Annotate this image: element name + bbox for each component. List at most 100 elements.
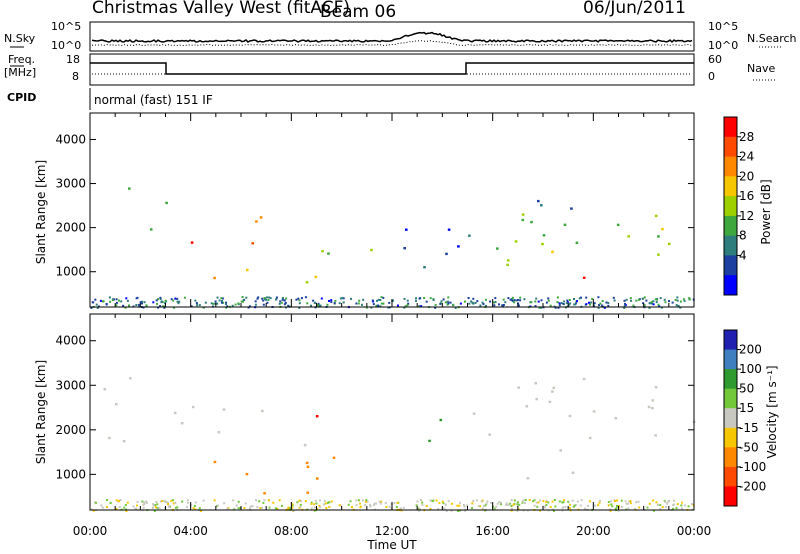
heatmap-cell (316, 304, 319, 306)
heatmap-cell (357, 302, 360, 305)
heatmap-cell (272, 501, 275, 504)
heatmap-cell (92, 509, 95, 512)
heatmap-cell (156, 507, 159, 509)
heatmap-cell (607, 501, 610, 503)
heatmap-cell (568, 303, 571, 306)
heatmap-cell (119, 499, 122, 501)
heatmap-cell (118, 500, 120, 502)
heatmap-cell (141, 500, 144, 503)
heatmap-cell (366, 500, 369, 503)
heatmap-cell (517, 386, 520, 389)
heatmap-cell (435, 499, 438, 502)
heatmap-cell (590, 301, 593, 304)
heatmap-cell (646, 506, 649, 509)
heatmap-cell (166, 501, 169, 504)
heatmap-cell (190, 241, 194, 244)
heatmap-cell (395, 505, 398, 508)
heatmap-cell (370, 248, 373, 252)
heatmap-cell (194, 508, 197, 511)
heatmap-cell (191, 405, 195, 409)
heatmap-cell (537, 300, 540, 303)
heatmap-cell (521, 501, 524, 504)
heatmap-cell (296, 501, 299, 504)
heatmap-cell (589, 303, 592, 306)
heatmap-cell (94, 298, 97, 301)
heatmap-cell (115, 304, 118, 307)
heatmap-cell (106, 499, 108, 502)
heatmap-cell (99, 299, 102, 302)
heatmap-cell (100, 504, 103, 507)
heatmap-cell (298, 506, 301, 509)
heatmap-cell (463, 505, 466, 508)
heatmap-cell (315, 502, 318, 505)
heatmap-cell (628, 500, 631, 503)
heatmap-cell (375, 304, 378, 307)
heatmap-cell (588, 436, 592, 440)
heatmap-cell (524, 499, 527, 502)
colorbar-swatch (724, 215, 737, 237)
heatmap-cell (194, 299, 197, 302)
heatmap-cell (585, 296, 588, 299)
heatmap-cell (327, 252, 330, 255)
heatmap-cell (310, 501, 313, 504)
heatmap-cell (159, 500, 162, 503)
heatmap-cell (364, 500, 367, 503)
heatmap-cell (658, 305, 661, 308)
heatmap-cell (440, 300, 443, 303)
heatmap-cell (171, 499, 174, 502)
heatmap-cell (95, 501, 97, 504)
colorbar-swatch (724, 136, 737, 158)
colorbar-tick-label: -15 (739, 421, 759, 435)
heatmap-cell (316, 507, 319, 510)
heatmap-cell (304, 296, 307, 299)
heatmap-cell (151, 506, 154, 509)
heatmap-cell (323, 500, 326, 502)
heatmap-cell (623, 299, 626, 302)
heatmap-cell (216, 296, 219, 299)
nsky-trace (91, 31, 693, 44)
heatmap-cell (281, 298, 284, 301)
heatmap-cell (472, 297, 475, 300)
heatmap-cell (245, 472, 249, 476)
heatmap-cell (153, 510, 156, 512)
heatmap-cell (287, 506, 290, 509)
heatmap-cell (594, 504, 596, 507)
heatmap-cell (539, 499, 542, 502)
heatmap-cell (523, 298, 526, 301)
heatmap-cell (93, 501, 96, 504)
heatmap-cell (223, 502, 226, 505)
heatmap-cell (463, 300, 466, 303)
heatmap-cell (198, 304, 201, 307)
heatmap-cell (162, 305, 165, 308)
heatmap-cell (598, 501, 601, 504)
heatmap-cell (257, 296, 260, 299)
heatmap-cell (115, 507, 118, 510)
heatmap-cell (141, 300, 144, 303)
heatmap-cell (124, 504, 127, 506)
heatmap-cell (485, 304, 487, 307)
heatmap-cell (357, 499, 360, 502)
colorbar-tick-label: 20 (739, 169, 754, 183)
heatmap-cell (616, 505, 618, 507)
heatmap-cell (314, 499, 317, 502)
heatmap-cell (103, 388, 107, 391)
heatmap-cell (320, 297, 323, 300)
heatmap-cell (472, 412, 476, 415)
heatmap-cell (388, 505, 391, 508)
heatmap-cell (157, 298, 159, 301)
heatmap-cell (118, 299, 120, 302)
heatmap-cell (485, 502, 488, 505)
heatmap-cell (415, 504, 418, 507)
heatmap-cell (642, 302, 645, 305)
heatmap-cell (225, 303, 227, 305)
heatmap-cell (222, 408, 226, 411)
heatmap-cell (268, 506, 271, 509)
heatmap-cell (450, 509, 453, 512)
heatmap-cell (570, 207, 573, 210)
heatmap-cell (493, 507, 496, 510)
heatmap-cell (135, 304, 138, 306)
heatmap-cell (641, 297, 644, 300)
heatmap-cell (159, 305, 162, 307)
heatmap-cell (506, 263, 509, 267)
freq-label: Freq. (8, 53, 35, 66)
